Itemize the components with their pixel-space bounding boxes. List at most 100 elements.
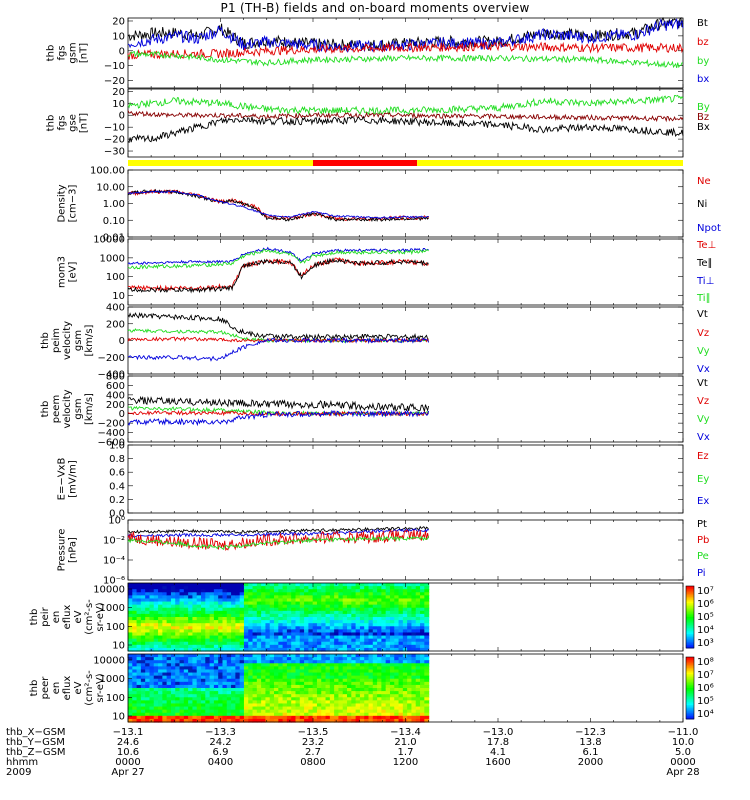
spectrogram-cell <box>183 644 189 649</box>
spectrogram-cell <box>170 675 176 680</box>
spectrogram-cell <box>402 706 408 711</box>
spectrogram-cell <box>149 666 155 671</box>
spectrogram-cell <box>149 583 155 587</box>
spectrogram-cell <box>359 678 365 683</box>
spectrogram-cell <box>269 620 275 624</box>
spectrogram-cell <box>325 638 331 643</box>
colorbar-cell <box>686 661 694 664</box>
spectrogram-cell <box>415 697 421 701</box>
spectrogram-cell <box>149 617 155 621</box>
spectrogram-cell <box>278 623 284 627</box>
spectrogram-cell <box>420 678 425 683</box>
spectrogram-cell <box>415 592 421 596</box>
spectrogram-cell <box>175 647 181 652</box>
spectrogram-cell <box>140 706 146 711</box>
spectrogram-cell <box>299 610 305 615</box>
spectrogram-cell <box>308 712 314 717</box>
spectrogram-cell <box>235 629 241 634</box>
spectrogram-cell <box>286 598 292 603</box>
spectrogram-cell <box>308 613 314 618</box>
spectrogram-cell <box>162 601 168 606</box>
spectrogram-cell <box>188 586 194 590</box>
spectrogram-cell <box>132 694 138 698</box>
spectrogram-cell <box>372 583 378 587</box>
spectrogram-cell <box>256 654 262 658</box>
spectrogram-cell <box>265 681 271 686</box>
spectrogram-cell <box>132 617 138 621</box>
spectrogram-cell <box>411 669 417 674</box>
spectrogram-cell <box>295 638 301 643</box>
spectrogram-cell <box>338 592 344 596</box>
spectrogram-cell <box>166 669 172 674</box>
spectrogram-cell <box>308 657 314 661</box>
spectrogram-cell <box>372 620 378 624</box>
colorbar-cell <box>686 604 694 607</box>
spectrogram-cell <box>226 660 232 664</box>
spectrogram-cell <box>377 589 382 593</box>
spectrogram-cell <box>359 715 365 720</box>
spectrogram-cell <box>218 629 224 634</box>
spectrogram-cell <box>248 691 254 695</box>
spectrogram-cell <box>411 666 417 671</box>
spectrogram-cell <box>325 589 331 593</box>
legend-entry: bz <box>697 37 709 48</box>
spectrogram-cell <box>398 644 404 649</box>
spectrogram-cell <box>239 586 245 590</box>
spectrogram-cell <box>359 629 365 634</box>
spectrogram-cell <box>381 712 387 717</box>
spectrogram-cell <box>256 607 262 612</box>
spectrogram-cell <box>381 623 387 627</box>
spectrogram-cell <box>205 703 211 708</box>
spectrogram-cell <box>342 666 348 671</box>
spectrogram-cell <box>372 684 378 689</box>
spectrogram-cell <box>179 688 185 692</box>
spectrogram-cell <box>136 684 142 689</box>
spectrogram-cell <box>342 623 348 627</box>
spectrogram-cell <box>213 598 219 603</box>
spectrogram-cell <box>329 660 335 664</box>
spectrogram-cell <box>278 715 284 720</box>
spectrogram-cell <box>218 595 224 600</box>
spectrogram-cell <box>278 672 284 677</box>
spectrogram-cell <box>175 604 181 609</box>
spectrogram-cell <box>377 669 382 674</box>
spectrogram-cell <box>162 592 168 596</box>
x-row-value: Apr 27 <box>111 767 144 778</box>
spectrogram-cell <box>149 595 155 600</box>
spectrogram-cell <box>140 663 146 667</box>
spectrogram-cell <box>368 672 374 677</box>
spectrogram-cell <box>420 697 425 701</box>
spectrogram-cell <box>338 604 344 609</box>
spectrogram-cell <box>291 697 297 701</box>
spectrogram-cell <box>402 601 408 606</box>
spectrogram-cell <box>256 675 262 680</box>
spectrogram-cell <box>338 607 344 612</box>
spectrogram-cell <box>312 641 318 646</box>
spectrogram-cell <box>420 718 425 723</box>
spectrogram-cell <box>188 644 194 649</box>
spectrogram-cell <box>411 718 417 723</box>
spectrogram-cell <box>145 632 151 637</box>
spectrogram-cell <box>398 638 404 643</box>
spectrogram-cell <box>299 641 305 646</box>
spectrogram-cell <box>252 589 258 593</box>
spectrogram-cell <box>377 617 382 621</box>
colorbar-cell <box>686 590 694 593</box>
spectrogram-cell <box>269 666 275 671</box>
spectrogram-cell <box>209 617 215 621</box>
spectrogram-cell <box>308 629 314 634</box>
spectrogram-cell <box>205 660 211 664</box>
spectrogram-cell <box>304 632 309 637</box>
spectrogram-cell <box>128 691 133 695</box>
spectrogram-cell <box>192 589 198 593</box>
spectrogram-cell <box>299 712 305 717</box>
spectrogram-cell <box>295 641 301 646</box>
spectrogram-cell <box>128 598 133 603</box>
spectrogram-cell <box>364 647 370 652</box>
y-tick-label: 10000 <box>93 235 125 246</box>
spectrogram-cell <box>136 657 142 661</box>
spectrogram-cell <box>145 586 151 590</box>
spectrogram-cell <box>188 604 194 609</box>
spectrogram-cell <box>398 712 404 717</box>
